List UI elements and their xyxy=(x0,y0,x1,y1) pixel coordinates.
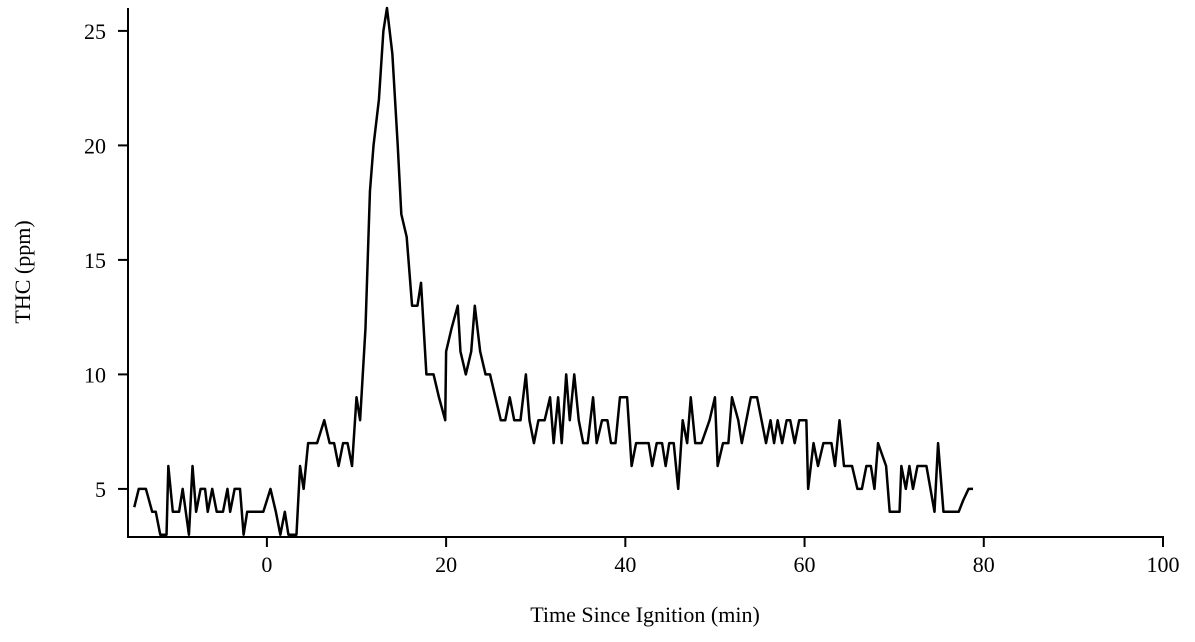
x-axis-label: Time Since Ignition (min) xyxy=(530,602,760,627)
x-tick-label: 100 xyxy=(1147,552,1180,577)
x-tick-label: 80 xyxy=(973,552,995,577)
x-tick-label: 60 xyxy=(794,552,816,577)
y-tick-label: 10 xyxy=(84,362,106,387)
x-tick-label: 20 xyxy=(435,552,457,577)
y-tick-label: 25 xyxy=(84,19,106,44)
y-tick-label: 20 xyxy=(84,133,106,158)
x-tick-label: 40 xyxy=(614,552,636,577)
y-tick-label: 5 xyxy=(95,477,106,502)
x-tick-label: 0 xyxy=(261,552,272,577)
y-tick-label: 15 xyxy=(84,248,106,273)
y-axis-label: THC (ppm) xyxy=(10,220,35,323)
data-line xyxy=(133,6,974,536)
